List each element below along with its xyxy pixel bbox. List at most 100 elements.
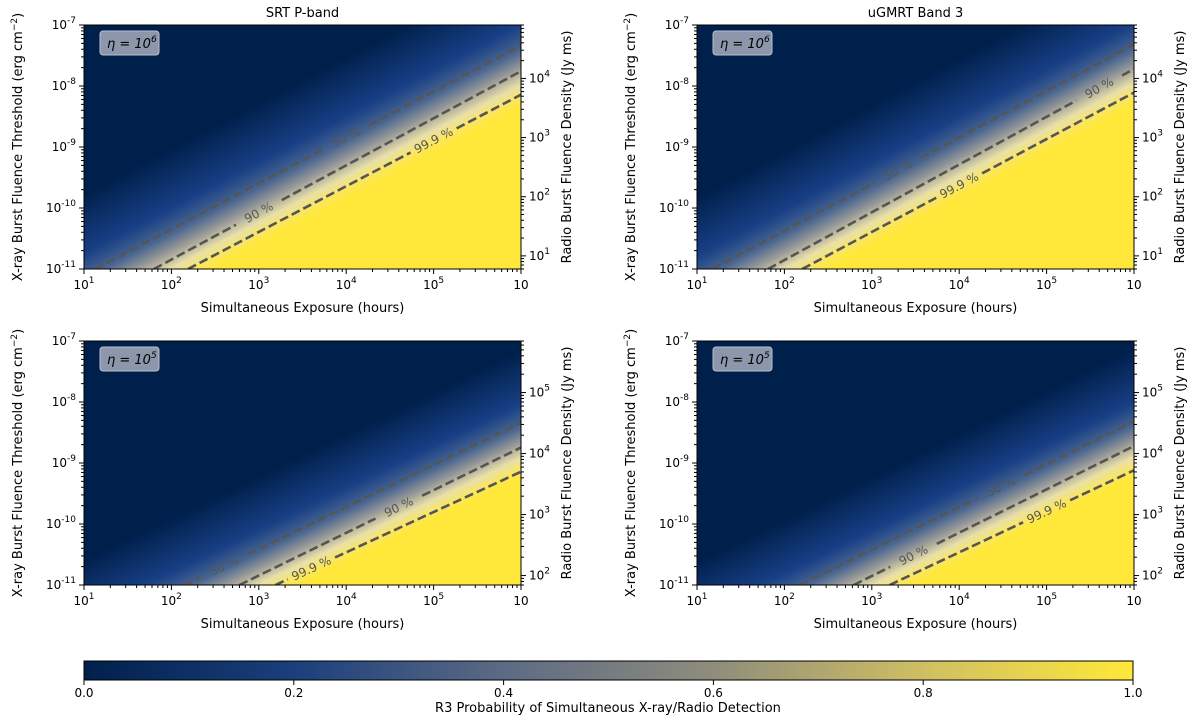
y2-tick-label: 105 <box>529 384 550 400</box>
y2-tick-label: 103 <box>529 129 550 145</box>
colorbar-tick-label: 0.2 <box>284 686 303 700</box>
y-axis-label-close: ) <box>624 329 639 334</box>
y-tick-exponent: -7 <box>680 332 689 342</box>
heatmap <box>697 341 1134 585</box>
y-axis-label: X-ray Burst Fluence Threshold (erg cm−2) <box>10 329 26 597</box>
y-tick-label: 10-8 <box>52 77 77 93</box>
x-tick-exponent: 2 <box>789 276 795 286</box>
x-tick-label: 105 <box>1036 592 1057 608</box>
y2-axis-label: Radio Burst Fluence Density (Jy ms) <box>1173 347 1188 580</box>
y-tick-label: 10-11 <box>659 260 689 276</box>
x-tick-label: 105 <box>1036 276 1057 292</box>
y2-tick-exponent: 3 <box>544 506 550 516</box>
x-tick-label: 105 <box>423 276 444 292</box>
annotation-box <box>99 346 160 372</box>
heatmap <box>84 25 521 269</box>
x-tick-exponent: 1 <box>89 276 95 286</box>
y2-tick-label: 101 <box>1142 247 1163 263</box>
x-tick-label: 101 <box>73 276 94 292</box>
colorbar-tick-label: 1.0 <box>1123 686 1142 700</box>
y-tick-label: 10-8 <box>665 393 690 409</box>
x-tick-exponent: 1 <box>702 592 708 602</box>
contour-line-3 <box>456 93 521 130</box>
y2-tick-exponent: 3 <box>1157 129 1163 139</box>
x-tick-exponent: 5 <box>438 592 444 602</box>
y2-tick-label: 104 <box>529 445 550 461</box>
y2-tick-exponent: 4 <box>1157 69 1163 79</box>
y-tick-label: 10-7 <box>665 332 689 348</box>
y-axis-label-text: X-ray Burst Fluence Threshold (erg cm <box>624 31 639 281</box>
y2-tick-label: 102 <box>1142 188 1163 204</box>
x-axis: 101 102 103 104 105 10 Simultaneous Exposure (… <box>686 585 1142 632</box>
y-tick-label: 10-11 <box>659 576 689 592</box>
annotation-exponent: 6 <box>151 35 157 45</box>
contour-line-1 <box>799 496 979 585</box>
contour-line-3 <box>274 578 289 585</box>
x-axis-label: Simultaneous Exposure (hours) <box>814 617 1018 632</box>
x-tick-label: 10 <box>513 594 528 608</box>
x-tick-exponent: 3 <box>264 592 270 602</box>
contour-line-3 <box>889 521 1024 585</box>
colorbar-tick-label: 0.0 <box>74 686 93 700</box>
contour-line-2 <box>1121 67 1134 77</box>
y-tick-exponent: -9 <box>680 454 689 464</box>
panel-title: uGMRT Band 3 <box>868 6 963 21</box>
y2-tick-exponent: 2 <box>544 567 550 577</box>
x-tick-exponent: 4 <box>351 592 357 602</box>
y-tick-label: 10-9 <box>52 138 77 154</box>
eta-annotation: η = 106 <box>99 30 160 56</box>
x-tick-exponent: 3 <box>877 592 883 602</box>
y2-tick-exponent: 2 <box>544 188 550 198</box>
colorbar-label: R3 Probability of Simultaneous X-ray/Rad… <box>435 701 781 716</box>
y2-tick-label: 104 <box>1142 69 1163 85</box>
y2-tick-label: 103 <box>1142 506 1163 522</box>
y2-axis: 101 102 103 104 Radio Burst Fluence Density … <box>521 24 575 270</box>
x-tick-label: 102 <box>774 592 795 608</box>
panel-2: 50 %90 %99.9 %101 102 103 104 105 10Simultane… <box>623 6 1188 316</box>
x-tick-exponent: 4 <box>964 276 970 286</box>
y-tick-exponent: -7 <box>67 16 76 26</box>
y2-axis-label: Radio Burst Fluence Density (Jy ms) <box>1173 31 1188 264</box>
y-tick-label: 10-9 <box>665 454 690 470</box>
y-tick-label: 10-7 <box>52 332 76 348</box>
y2-tick-label: 105 <box>1142 384 1163 400</box>
y-tick-exponent: -8 <box>67 77 76 87</box>
x-tick-label: 103 <box>248 592 269 608</box>
y2-axis: 102 103 104 105 Radio Burst Fluence Density … <box>1134 340 1188 586</box>
y-tick-exponent: -9 <box>67 454 76 464</box>
x-tick-label: 104 <box>949 592 970 608</box>
x-tick-label: 104 <box>949 276 970 292</box>
x-tick-exponent: 4 <box>351 276 357 286</box>
y-axis-label-close: ) <box>624 13 639 18</box>
y-tick-exponent: -8 <box>680 77 689 87</box>
eta-annotation: η = 105 <box>99 346 160 372</box>
x-axis-label: Simultaneous Exposure (hours) <box>201 301 405 316</box>
contour-line-1 <box>920 43 1134 160</box>
colorbar-tick-label: 0.4 <box>494 686 513 700</box>
y2-tick-label: 102 <box>529 188 550 204</box>
x-tick-exponent: 3 <box>264 276 270 286</box>
x-tick-exponent: 2 <box>176 276 182 286</box>
y-axis-label: X-ray Burst Fluence Threshold (erg cm−2) <box>623 13 639 281</box>
x-tick-exponent: 5 <box>1051 276 1057 286</box>
contour-line-2 <box>936 444 1134 545</box>
x-tick-exponent: 2 <box>176 592 182 602</box>
y-tick-label: 10-10 <box>659 199 689 215</box>
panel-3: 50 %90 %99.9 %101 102 103 104 105 10Simultane… <box>10 329 575 632</box>
x-tick-exponent: 4 <box>964 592 970 602</box>
y-axis: 10-11 10-10 10-9 10-8 10-7 X-ray Burst Fluenc… <box>10 329 84 597</box>
contour-line-3 <box>1069 469 1134 502</box>
panel-title: SRT P-band <box>266 6 339 21</box>
y-axis-label-sup: −2 <box>10 334 20 347</box>
y2-axis-label: Radio Burst Fluence Density (Jy ms) <box>560 31 575 264</box>
x-axis-label: Simultaneous Exposure (hours) <box>814 301 1018 316</box>
y-tick-label: 10-11 <box>46 260 76 276</box>
contour-line-1 <box>94 148 324 269</box>
x-tick-exponent: 1 <box>89 592 95 602</box>
x-tick-label: 103 <box>861 276 882 292</box>
y2-tick-exponent: 1 <box>544 247 550 257</box>
x-tick-exponent: 1 <box>702 276 708 286</box>
y2-tick-exponent: 4 <box>544 69 550 79</box>
y-tick-label: 10-8 <box>665 77 690 93</box>
